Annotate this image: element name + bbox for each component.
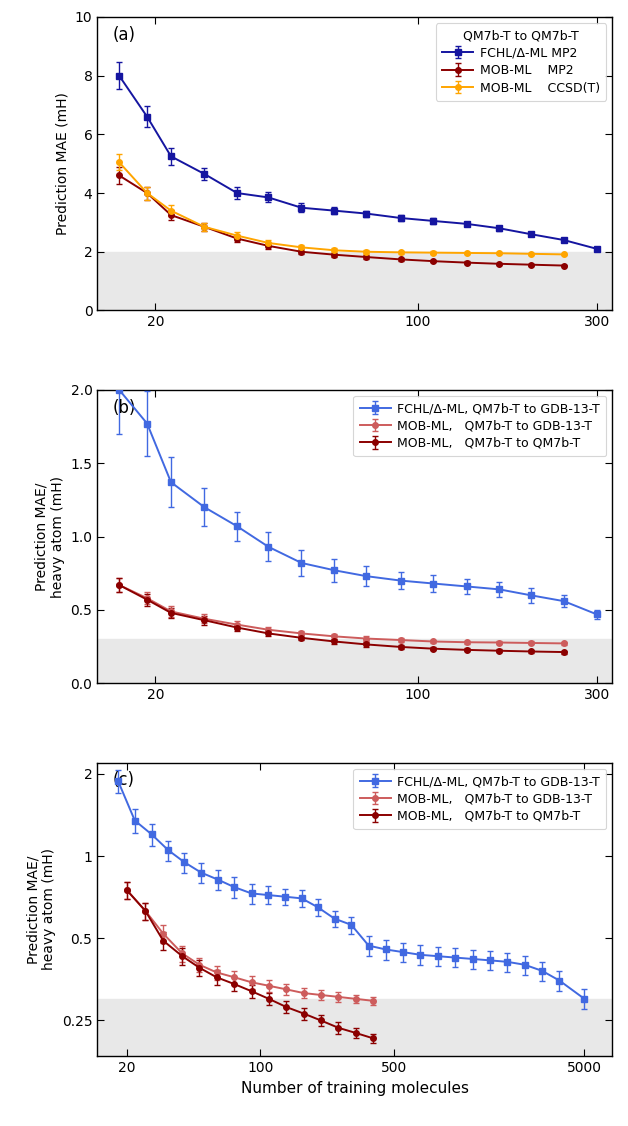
- Text: (c): (c): [113, 771, 135, 789]
- Y-axis label: Prediction MAE/
heavy atom (mH): Prediction MAE/ heavy atom (mH): [35, 475, 65, 598]
- Bar: [97, 640, 612, 683]
- Bar: [97, 252, 612, 311]
- X-axis label: Number of training molecules: Number of training molecules: [241, 1081, 469, 1096]
- Text: (b): (b): [113, 399, 136, 417]
- Bar: [97, 999, 612, 1126]
- Y-axis label: Prediction MAE/
heavy atom (mH): Prediction MAE/ heavy atom (mH): [26, 848, 57, 971]
- Text: (a): (a): [113, 26, 136, 44]
- Y-axis label: Prediction MAE (mH): Prediction MAE (mH): [55, 92, 69, 235]
- Legend: FCHL/Δ-ML, QM7b-T to GDB-13-T, MOB-ML,   QM7b-T to GDB-13-T, MOB-ML,   QM7b-T to: FCHL/Δ-ML, QM7b-T to GDB-13-T, MOB-ML, Q…: [354, 396, 606, 456]
- Legend: FCHL/Δ-ML MP2, MOB-ML    MP2, MOB-ML    CCSD(T): FCHL/Δ-ML MP2, MOB-ML MP2, MOB-ML CCSD(T…: [436, 24, 606, 100]
- Legend: FCHL/Δ-ML, QM7b-T to GDB-13-T, MOB-ML,   QM7b-T to GDB-13-T, MOB-ML,   QM7b-T to: FCHL/Δ-ML, QM7b-T to GDB-13-T, MOB-ML, Q…: [354, 769, 606, 829]
